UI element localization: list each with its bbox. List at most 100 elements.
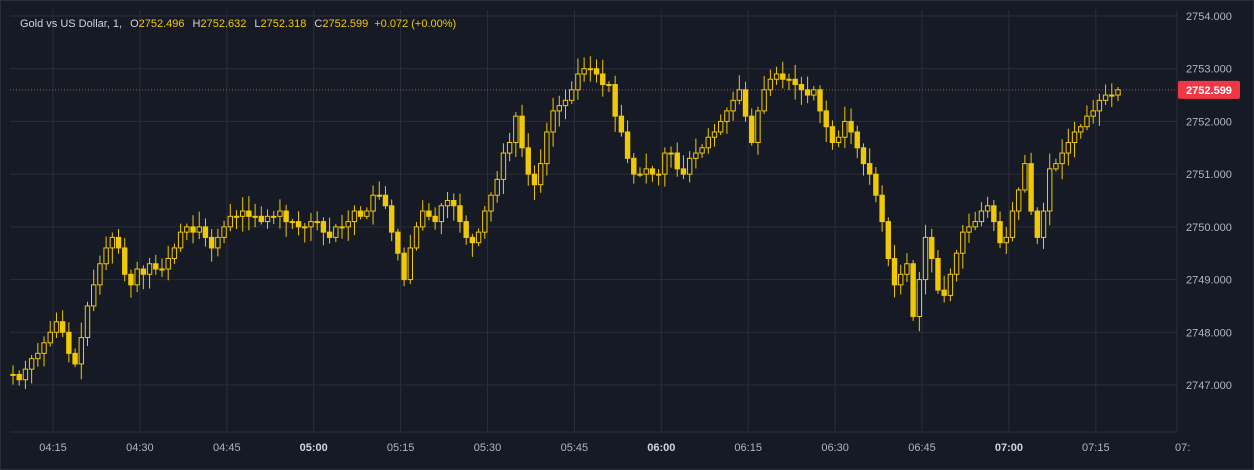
candle <box>41 336 47 367</box>
candle-body <box>314 221 320 224</box>
candle-body <box>1102 94 1109 101</box>
candle-body <box>395 231 401 254</box>
candle-body <box>326 231 333 238</box>
y-tick-label: 2754.000 <box>1186 11 1232 23</box>
candle <box>842 106 848 149</box>
candle-body <box>184 226 190 233</box>
candle-body <box>680 168 687 175</box>
candle-body <box>817 89 823 112</box>
candle-body <box>482 210 488 233</box>
candle <box>866 148 873 185</box>
candle-body <box>22 368 29 381</box>
candle-body <box>16 373 22 381</box>
candle-body <box>829 126 836 144</box>
candle-body <box>966 226 972 233</box>
candle-body <box>469 236 476 244</box>
candle-body <box>984 205 991 212</box>
candle <box>78 322 84 380</box>
candle-body <box>357 210 364 217</box>
candle <box>295 211 302 236</box>
candle-body <box>159 268 165 271</box>
candle <box>811 86 817 101</box>
candle-body <box>618 115 625 133</box>
candle <box>1003 227 1009 255</box>
candle <box>1109 83 1115 108</box>
candle <box>184 223 190 241</box>
candle-body <box>780 73 786 80</box>
candle <box>1084 105 1090 131</box>
candle-body <box>494 178 500 196</box>
candle-body <box>47 331 53 344</box>
candle-body <box>519 115 525 149</box>
candle-body <box>382 194 389 207</box>
candle <box>941 275 947 303</box>
candle <box>221 220 227 244</box>
candle <box>891 244 898 298</box>
candle-body <box>10 373 16 376</box>
candle <box>624 120 631 164</box>
candle-body <box>711 131 718 138</box>
candle-body <box>401 252 407 281</box>
candle <box>916 271 923 332</box>
candle <box>233 210 240 230</box>
candle-body <box>606 84 612 87</box>
candle-body <box>140 268 147 275</box>
candle <box>742 81 749 122</box>
candle-body <box>804 89 811 96</box>
candle <box>308 212 314 241</box>
x-tick-label: 06:30 <box>821 442 849 454</box>
candle <box>786 73 792 91</box>
candle-body <box>972 221 978 228</box>
x-tick-label: 06:45 <box>908 442 936 454</box>
candle-body <box>773 73 780 80</box>
grid-layer <box>10 10 1177 432</box>
candle-body <box>438 205 445 223</box>
x-tick-label: 05:00 <box>300 442 328 454</box>
candle-body <box>655 173 662 176</box>
candle-body <box>333 226 339 238</box>
candle-body <box>811 89 817 96</box>
candle-body <box>1109 94 1115 97</box>
candle-body <box>295 221 302 228</box>
candle <box>736 75 743 105</box>
candle <box>97 255 103 295</box>
candle-body <box>929 236 935 259</box>
candle-body <box>1078 126 1084 133</box>
candle-body <box>1003 236 1009 244</box>
candle <box>513 111 519 157</box>
legend-close-label: C <box>314 18 323 30</box>
candle <box>438 203 445 235</box>
candle <box>686 151 693 183</box>
candle-body <box>749 115 755 144</box>
candle <box>488 192 494 222</box>
candle-body <box>165 257 171 270</box>
candle-body <box>1009 210 1016 238</box>
candle <box>537 149 544 193</box>
candle-body <box>66 331 72 354</box>
axes-layer: 2747.000 2748.000 2749.000 2750.000 2751.000… <box>10 10 1232 454</box>
candle <box>494 170 500 203</box>
candle <box>227 203 233 232</box>
candle-body <box>873 173 879 196</box>
candle-body <box>302 226 308 229</box>
y-tick-label: 2753.000 <box>1186 64 1232 76</box>
candle <box>202 218 209 247</box>
candle <box>357 206 364 220</box>
candle <box>984 196 991 218</box>
candle <box>649 165 656 182</box>
candles-layer <box>10 56 1121 390</box>
candle <box>289 218 296 229</box>
x-tick-label: 04:45 <box>213 442 241 454</box>
candle <box>792 64 798 100</box>
candle-body <box>910 263 916 317</box>
candle <box>680 155 687 180</box>
x-tick-label: 07: <box>1175 442 1190 454</box>
candle-body <box>941 289 947 296</box>
candle <box>246 196 252 231</box>
candle <box>885 217 892 267</box>
candle <box>277 199 283 229</box>
candle-body <box>1040 210 1047 238</box>
candle <box>544 122 550 176</box>
candle-body <box>190 226 196 233</box>
